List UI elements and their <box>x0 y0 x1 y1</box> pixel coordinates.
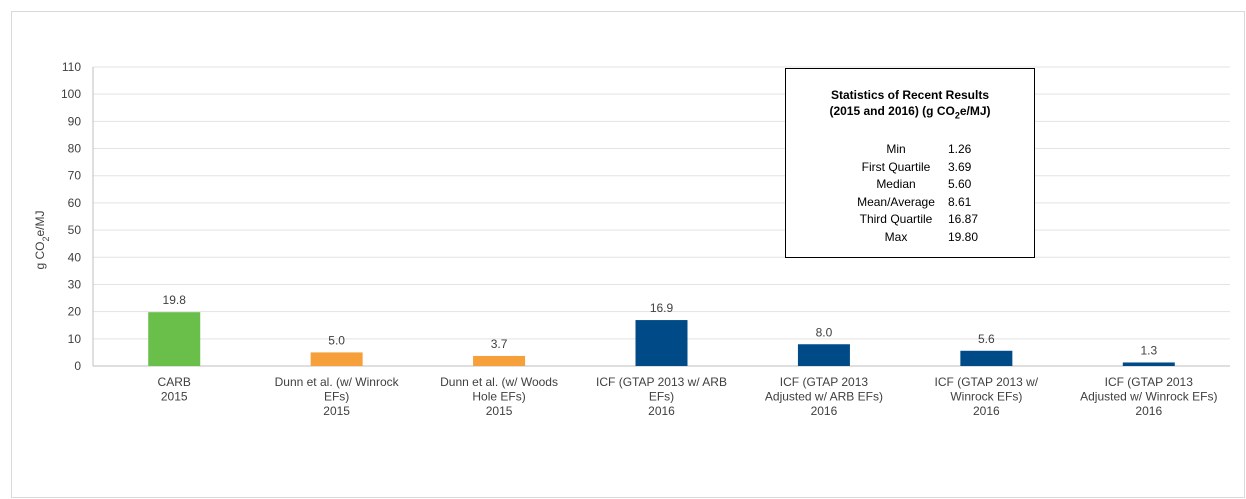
y-tick-label: 20 <box>68 305 82 319</box>
statistic-value: 5.60 <box>948 177 972 192</box>
statistic-label: Median <box>876 177 916 192</box>
statistic-label: Min <box>886 142 906 157</box>
y-tick-label: 50 <box>68 223 82 237</box>
statistic-value: 16.87 <box>948 212 979 227</box>
category-label: ICF (GTAP 2013 Adjusted w/ Winrock EFs) 20… <box>1080 375 1217 418</box>
bar <box>473 355 526 366</box>
y-axis-ticks: 0 10 20 30 40 50 60 70 80 90 100 110 <box>61 60 81 373</box>
data-label: 8.0 <box>816 325 833 339</box>
bar <box>310 352 363 366</box>
data-label: 1.3 <box>1140 343 1157 357</box>
statistics-title-line2: (2015 and 2016) (g CO2e/MJ) <box>829 104 991 121</box>
statistic-label: Max <box>884 229 908 244</box>
bar <box>797 344 850 366</box>
statistic-label: First Quartile <box>861 159 931 174</box>
y-tick-label: 110 <box>62 60 81 74</box>
gridlines <box>92 66 1230 367</box>
category-label: CARB 2015 <box>158 375 191 404</box>
y-tick-label: 100 <box>61 87 81 101</box>
statistic-value: 1.26 <box>948 142 972 157</box>
y-axis-label: g CO2e/MJ <box>33 210 51 269</box>
category-label: ICF (GTAP 2013 Adjusted w/ ARB EFs) 2016 <box>765 375 883 418</box>
bar <box>1122 362 1175 366</box>
statistic-value: 19.80 <box>948 229 979 244</box>
statistics-table: Min 1.26 First Quartile 3.69 Median 5.60 Mean/… <box>846 141 978 246</box>
data-label: 5.6 <box>978 332 995 346</box>
y-tick-label: 70 <box>68 169 82 183</box>
category-label: ICF (GTAP 2013 w/ ARB EFs) 2016 <box>596 375 727 418</box>
y-tick-label: 30 <box>68 277 82 291</box>
statistics-title: Statistics of Recent Results (2015 and 2… <box>786 87 1034 123</box>
category-label: Dunn et al. (w/ Winrock EFs) 2015 <box>275 375 400 418</box>
data-labels: 19.8 5.0 3.7 16.9 8.0 5.6 1.3 <box>163 293 1158 357</box>
data-label: 16.9 <box>650 301 674 315</box>
y-tick-label: 40 <box>68 250 82 264</box>
category-label: ICF (GTAP 2013 w/Winrock EFs) 2016 <box>935 375 1039 418</box>
statistics-row: First Quartile 3.69 <box>846 159 978 177</box>
category-label: Dunn et al. (w/ Woods Hole EFs) 2015 <box>440 375 558 418</box>
statistic-value: 8.61 <box>948 194 972 209</box>
y-tick-label: 0 <box>74 359 81 373</box>
statistics-title-line1: Statistics of Recent Results <box>830 88 990 102</box>
y-tick-label: 10 <box>68 332 82 346</box>
data-label: 3.7 <box>491 337 508 351</box>
statistics-box: Statistics of Recent Results (2015 and 2… <box>785 68 1035 258</box>
statistic-value: 3.69 <box>948 159 972 174</box>
data-label: 19.8 <box>163 293 187 307</box>
statistics-row: Max 19.80 <box>846 229 978 247</box>
statistic-label: Third Quartile <box>859 212 933 227</box>
chart-frame <box>11 11 1245 498</box>
statistics-row: Third Quartile 16.87 <box>846 211 978 229</box>
statistic-label: Mean/Average <box>857 194 935 209</box>
category-labels: CARB 2015 Dunn et al. (w/ Winrock EFs) 2015 D… <box>158 375 1218 418</box>
bar <box>635 320 688 366</box>
y-tick-label: 60 <box>68 196 82 210</box>
bar <box>148 312 201 366</box>
bar <box>960 350 1013 366</box>
statistics-row: Min 1.26 <box>846 141 978 159</box>
y-tick-label: 80 <box>68 142 82 156</box>
y-tick-label: 90 <box>68 114 82 128</box>
statistics-row: Mean/Average 8.61 <box>846 194 978 212</box>
data-label: 5.0 <box>328 333 345 347</box>
statistics-row: Median 5.60 <box>846 176 978 194</box>
bars <box>148 312 1175 366</box>
